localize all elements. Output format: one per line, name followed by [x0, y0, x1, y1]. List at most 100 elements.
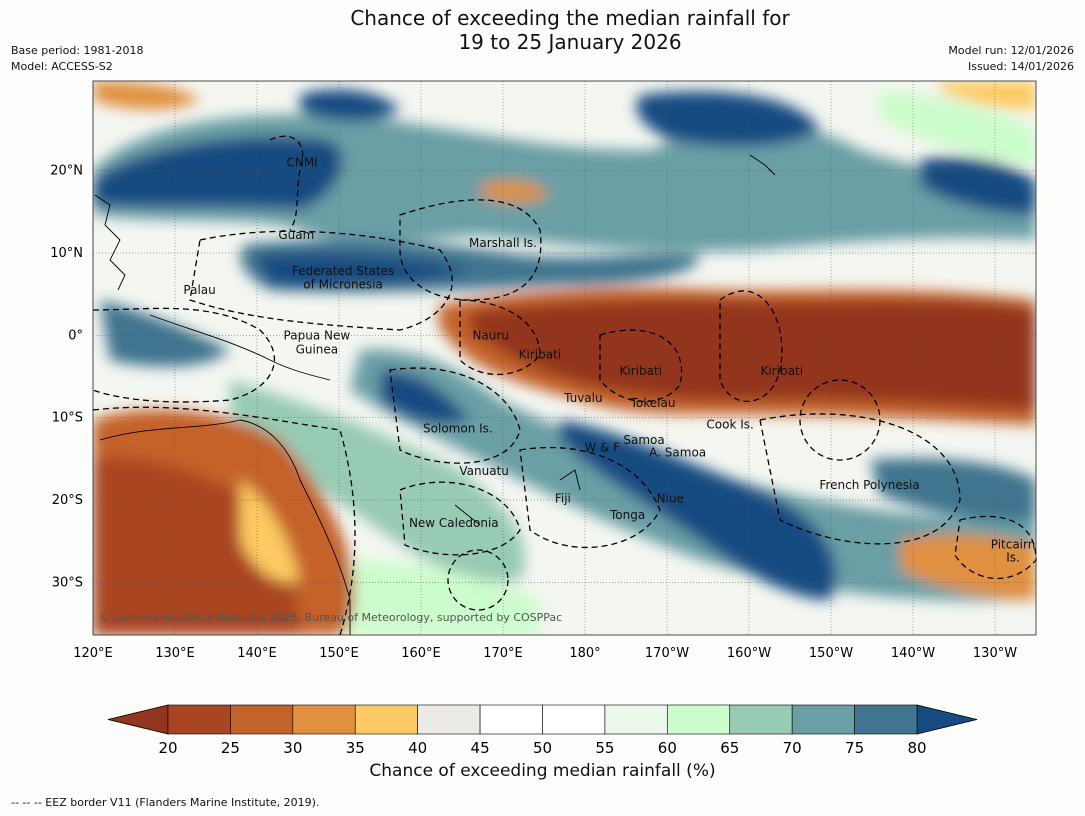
- region-label: Pitcairn: [991, 537, 1036, 551]
- colorbar-tick-label: 20: [158, 739, 177, 757]
- colorbar-tick-label: 75: [845, 739, 864, 757]
- colorbar-tick-label: 40: [408, 739, 427, 757]
- coast-new-guinea: [149, 314, 331, 381]
- colorbar: 20 25 30 35 40 45 50 55 60 65 70 75 80: [107, 704, 978, 757]
- region-label: Nauru: [472, 328, 508, 342]
- region-label: Vanuatu: [459, 464, 509, 478]
- region-label: Solomon Is.: [423, 421, 493, 435]
- region-label: Cook Is.: [706, 417, 753, 431]
- eez-pitcairn: [954, 515, 1037, 580]
- region-label: Niue: [657, 491, 684, 505]
- map-title: Chance of exceeding the median rainfall …: [0, 6, 1085, 54]
- colorbar-tick-label: 60: [658, 739, 677, 757]
- meta-right: Model run: 12/01/2026 Issued: 14/01/2026: [948, 43, 1074, 75]
- region-label: Kiribati: [519, 347, 561, 361]
- lat-tick-label: 10°S: [52, 411, 83, 426]
- colorbar-tick-label: 25: [221, 739, 240, 757]
- region-label: W & F: [584, 440, 620, 454]
- title-line-1: Chance of exceeding the median rainfall …: [350, 6, 790, 30]
- colorbar-segment: [791, 704, 855, 735]
- region-label: Marshall Is.: [469, 236, 537, 250]
- region-label: Tuvalu: [563, 391, 603, 405]
- lon-tick-label: 160°E: [401, 646, 441, 661]
- coast-australia: [99, 419, 351, 635]
- region-label: French Polynesia: [819, 478, 919, 492]
- issued-date: Issued: 14/01/2026: [967, 60, 1074, 73]
- colorbar-label: Chance of exceeding median rainfall (%): [369, 761, 716, 781]
- colorbar-segment: [604, 704, 668, 735]
- eez-fsm: [189, 230, 453, 331]
- region-label: Papua New: [284, 328, 351, 342]
- lon-tick-label: 140°W: [891, 646, 935, 661]
- graticule: [92, 81, 1036, 635]
- eez-footnote: -- -- -- EEZ border V11 (Flanders Marine…: [11, 796, 320, 809]
- lat-tick-label: 20°N: [50, 164, 83, 179]
- colorbar-tick-label: 35: [346, 739, 365, 757]
- probability-field: [93, 81, 1036, 635]
- longitude-labels: 120°E 130°E 140°E 150°E 160°E 170°E 180° 170°W 1…: [73, 646, 1017, 661]
- region-label: Kiribati: [761, 364, 803, 378]
- lon-tick-label: 130°E: [155, 646, 195, 661]
- region-label: Tonga: [609, 508, 645, 522]
- lon-tick-label: 180°: [569, 646, 600, 661]
- region-label: Tokelau: [630, 396, 676, 410]
- copyright-notice: © Commonwealth of Australia 2026, Bureau…: [99, 611, 562, 624]
- coast-new-caledonia: [454, 504, 481, 526]
- colorbar-tick-label: 70: [783, 739, 802, 757]
- coast-philippines: [94, 194, 126, 291]
- region-label: Guam: [278, 228, 314, 242]
- coast-fiji: [559, 469, 581, 491]
- colorbar-segment: [417, 704, 481, 735]
- eez-norfolk: [447, 549, 509, 611]
- colorbar-segment: [729, 704, 793, 735]
- region-labels: CNMI Guam Marshall Is. Palau Federated State…: [183, 155, 1035, 564]
- region-label: Federated States: [292, 264, 394, 278]
- colorbar-segment: [230, 704, 294, 735]
- lat-tick-label: 20°S: [52, 493, 83, 508]
- region-label: Fiji: [555, 491, 571, 505]
- model-name: Model: ACCESS-S2: [11, 60, 113, 73]
- colorbar-tick-label: 30: [283, 739, 302, 757]
- region-label: New Caledonia: [409, 516, 499, 530]
- lon-tick-label: 150°W: [809, 646, 853, 661]
- eez-kiribati-line: [719, 290, 783, 403]
- lon-tick-label: 170°W: [645, 646, 689, 661]
- colorbar-segment: [354, 704, 418, 735]
- meta-left: Base period: 1981-2018 Model: ACCESS-S2: [11, 43, 143, 75]
- colorbar-underflow-arrow: [107, 704, 169, 735]
- colorbar-segment: [667, 704, 731, 735]
- colorbar-tick-label: 45: [471, 739, 490, 757]
- lat-tick-label: 0°: [68, 328, 83, 343]
- colorbar-segment: [542, 704, 606, 735]
- lat-tick-label: 10°N: [50, 246, 83, 261]
- lon-tick-label: 120°E: [73, 646, 113, 661]
- eez-fiji-tonga: [519, 446, 661, 549]
- coast-hawaii: [749, 154, 776, 176]
- region-label: of Micronesia: [303, 277, 383, 291]
- region-label: A. Samoa: [649, 445, 706, 459]
- eez-kiribati-phoenix: [599, 329, 683, 403]
- eez-cook: [799, 379, 881, 461]
- eez-aus: [92, 406, 356, 636]
- eez-solomon: [389, 367, 521, 464]
- colorbar-segment: [167, 704, 231, 735]
- eez-newcal: [399, 481, 521, 556]
- lon-tick-label: 130°W: [973, 646, 1017, 661]
- lon-tick-label: 160°W: [727, 646, 771, 661]
- eez-marshall: [399, 199, 542, 301]
- colorbar-tick-label: 50: [533, 739, 552, 757]
- region-label: Samoa: [623, 433, 664, 447]
- coastlines: [94, 154, 776, 635]
- colorbar-tick-label: 65: [720, 739, 739, 757]
- colorbar-overflow-arrow: [916, 704, 978, 735]
- map-frame: [92, 80, 1037, 636]
- colorbar-segment: [292, 704, 356, 735]
- latitude-labels: 20°N 10°N 0° 10°S 20°S 30°S: [50, 164, 83, 591]
- lat-tick-label: 30°S: [52, 575, 83, 590]
- eez-png: [92, 307, 275, 403]
- lon-tick-label: 140°E: [237, 646, 277, 661]
- lon-tick-label: 170°E: [483, 646, 523, 661]
- colorbar-tick-label: 80: [907, 739, 926, 757]
- region-label: Palau: [183, 283, 215, 297]
